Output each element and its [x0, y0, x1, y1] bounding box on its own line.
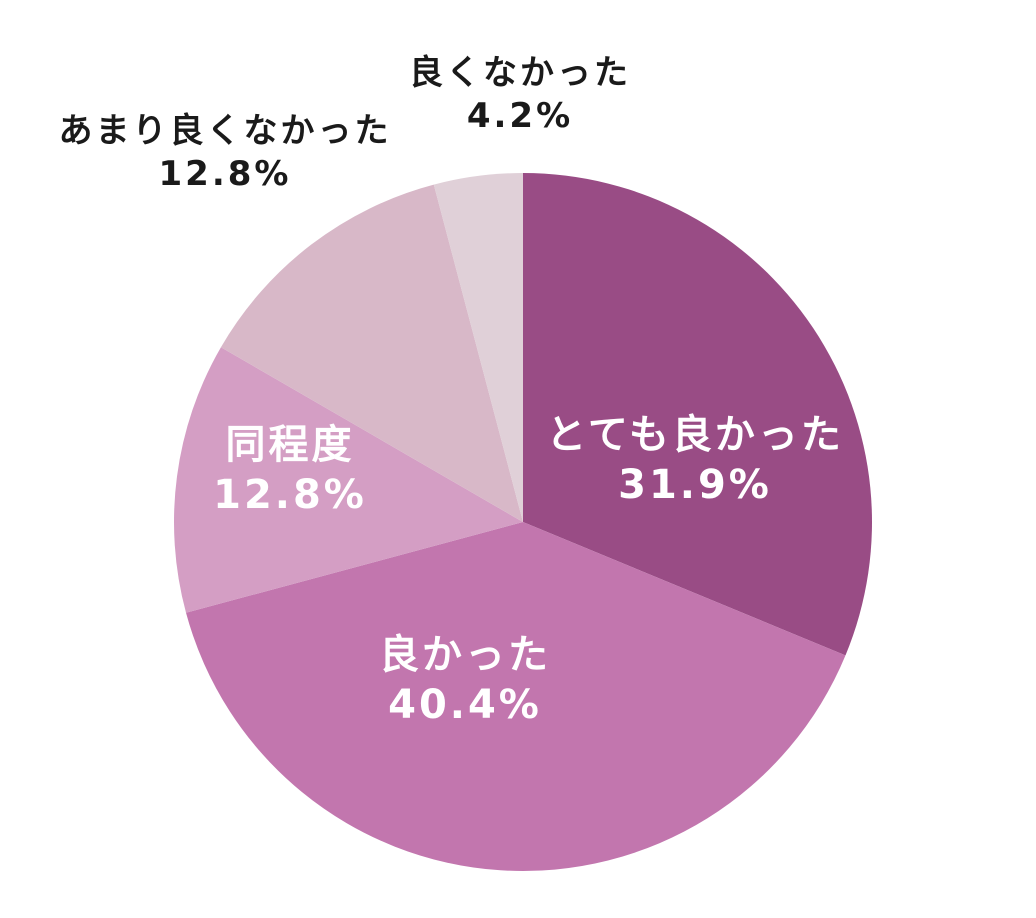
- label-same-value: 12.8%: [213, 472, 367, 518]
- slice-same: [174, 347, 523, 613]
- label-not-good-value: 4.2%: [466, 95, 574, 136]
- slice-very-good: [523, 173, 872, 656]
- label-not-very-good-name: あまり良くなかった: [58, 111, 392, 151]
- label-not-very-good: あまり良くなかった 12.8%: [30, 110, 420, 195]
- label-same-name: 同程度: [225, 422, 355, 468]
- label-not-good: 良くなかった 4.2%: [380, 52, 660, 137]
- slice-good: [186, 522, 846, 872]
- label-very-good-name: とても良かった: [546, 412, 844, 458]
- label-same: 同程度 12.8%: [190, 420, 390, 520]
- label-good-name: 良かった: [379, 632, 551, 678]
- label-good-value: 40.4%: [388, 682, 542, 728]
- pie-slices: [174, 173, 872, 872]
- slice-not-good: [433, 173, 523, 522]
- slice-not-very-good: [220, 184, 523, 523]
- label-not-good-name: 良くなかった: [409, 53, 631, 93]
- label-very-good-value: 31.9%: [618, 462, 772, 508]
- label-not-very-good-value: 12.8%: [158, 153, 292, 194]
- label-very-good: とても良かった 31.9%: [520, 410, 870, 510]
- label-good: 良かった 40.4%: [350, 630, 580, 730]
